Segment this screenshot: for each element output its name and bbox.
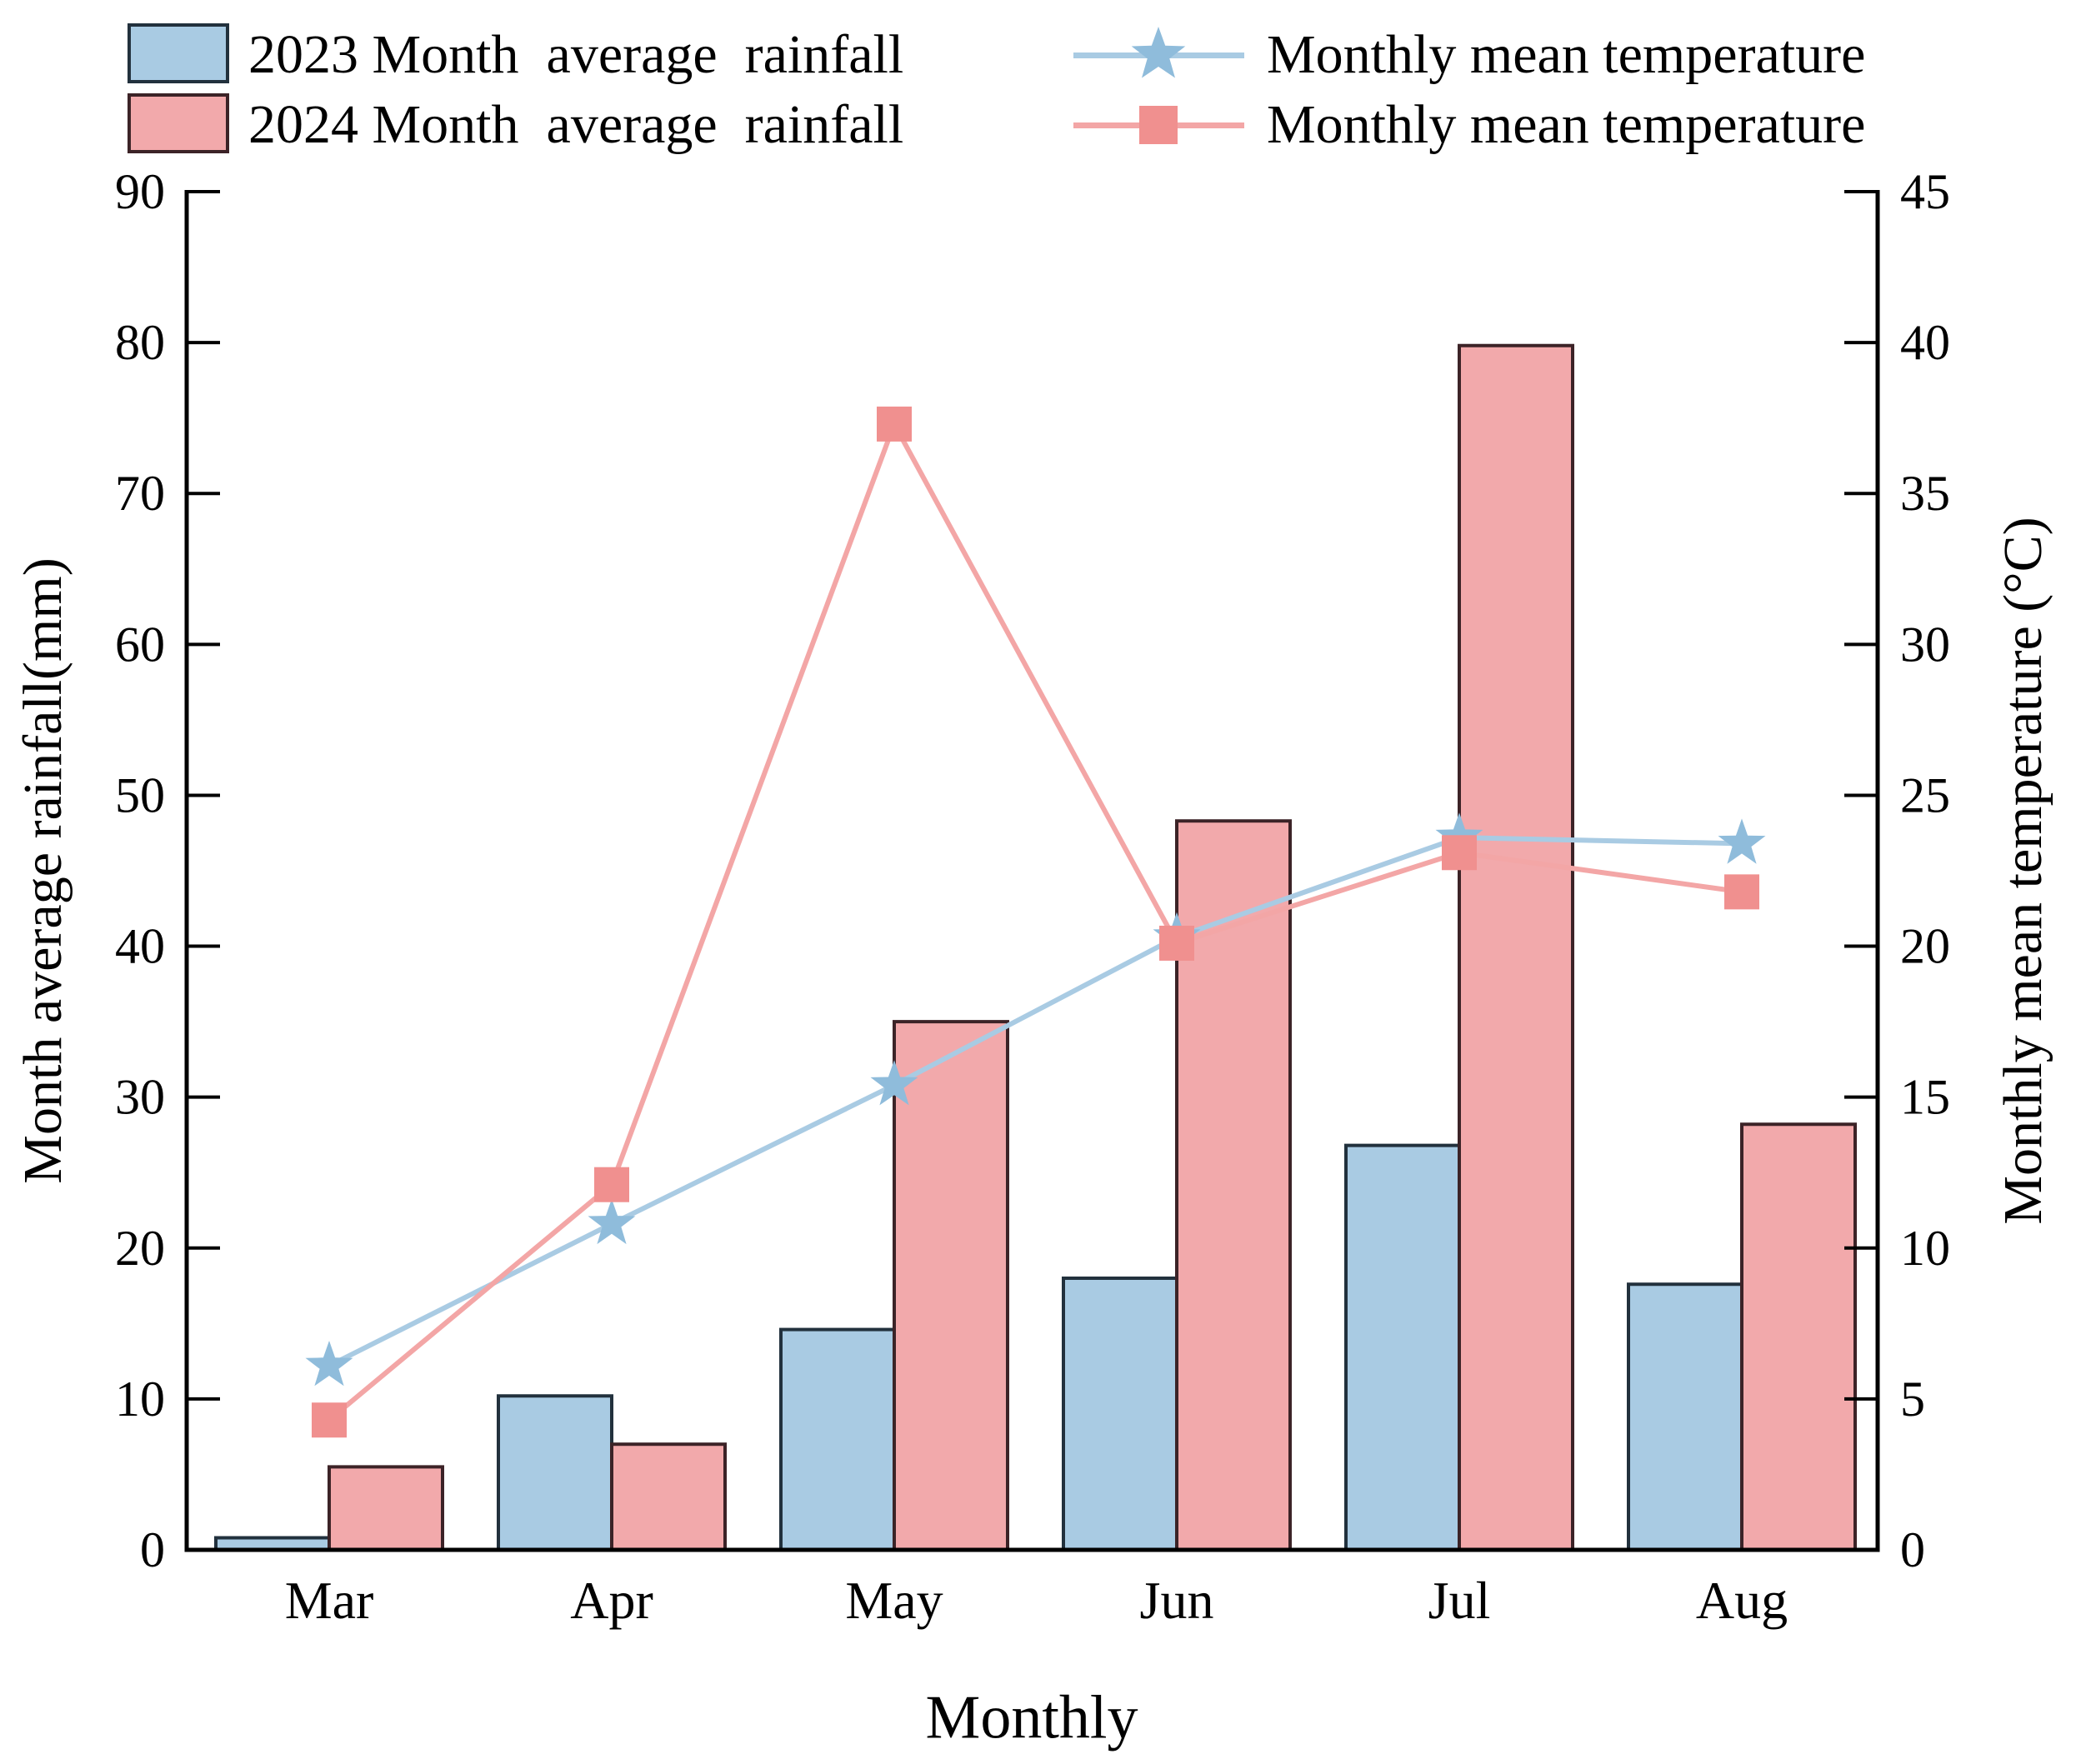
legend-swatch-2024-rainfall <box>128 93 229 153</box>
right-tick-label-0: 0 <box>1900 1522 1925 1577</box>
left-tick-label-30: 30 <box>115 1070 165 1125</box>
star-marker-2023-may <box>870 1060 918 1106</box>
right-tick-label-30: 30 <box>1900 617 1950 672</box>
left-tick-label-40: 40 <box>115 919 165 974</box>
right-axis-title: Monthly mean temperature (°C) <box>1993 517 2053 1225</box>
bar-2024-apr <box>610 1442 727 1552</box>
left-tick-label-60: 60 <box>115 617 165 672</box>
right-tick-label-35: 35 <box>1900 466 1950 521</box>
bar-2023-jul <box>1344 1143 1461 1552</box>
legend-row-2024: 2024 Month average rainfall Monthly mean… <box>0 90 2086 160</box>
temperature-line-2024 <box>328 417 1743 1422</box>
right-tick-label-5: 5 <box>1900 1372 1925 1427</box>
left-tick-label-50: 50 <box>115 767 165 822</box>
square-marker-2024-may <box>877 406 912 442</box>
bar-2024-jun <box>1175 819 1292 1552</box>
left-tick-label-10: 10 <box>115 1372 165 1427</box>
right-tick-label-40: 40 <box>1900 315 1950 370</box>
left-tick-label-70: 70 <box>115 466 165 521</box>
right-tick-label-10: 10 <box>1900 1221 1950 1276</box>
bar-2023-aug <box>1627 1282 1743 1552</box>
x-tick-label-mar: Mar <box>285 1571 374 1630</box>
bar-2024-may <box>893 1020 1009 1552</box>
left-tick-label-90: 90 <box>115 164 165 219</box>
legend-swatch-2023-rainfall <box>128 23 229 83</box>
bar-2023-apr <box>497 1394 613 1552</box>
square-marker-2024-aug <box>1724 874 1759 910</box>
x-tick-label-aug: Aug <box>1696 1571 1788 1630</box>
legend-label-2023-rainfall: 2023 Month average rainfall <box>248 24 904 85</box>
left-tick-label-20: 20 <box>115 1221 165 1276</box>
square-marker-2024-jun <box>1159 925 1194 961</box>
left-axis-title: Month average rainfall(mm) <box>13 557 73 1184</box>
right-tick-label-25: 25 <box>1900 767 1950 822</box>
square-marker-2024-apr <box>594 1167 629 1202</box>
square-marker-2024-jul <box>1442 835 1477 871</box>
square-marker-2024-mar <box>312 1402 347 1438</box>
temperature-line-2023 <box>328 835 1743 1368</box>
star-marker-2023-mar <box>305 1341 353 1387</box>
x-tick-label-jul: Jul <box>1428 1571 1491 1630</box>
x-tick-label-jun: Jun <box>1140 1571 1214 1630</box>
legend-label-2024-temperature: Monthly mean temperature <box>1267 94 1866 155</box>
right-tick-label-45: 45 <box>1900 164 1950 219</box>
x-tick-label-apr: Apr <box>570 1571 653 1630</box>
star-marker-2023-apr <box>588 1198 636 1245</box>
bar-2024-aug <box>1740 1122 1857 1552</box>
bar-2024-mar <box>328 1465 444 1552</box>
x-tick-label-may: May <box>845 1571 943 1630</box>
legend-label-2024-rainfall: 2024 Month average rainfall <box>248 94 904 155</box>
legend-label-2023-temperature: Monthly mean temperature <box>1267 24 1866 85</box>
bar-2024-jul <box>1458 343 1574 1552</box>
right-tick-label-15: 15 <box>1900 1070 1950 1125</box>
bar-2023-may <box>779 1327 896 1552</box>
star-marker-2023-aug <box>1718 818 1766 864</box>
legend-row-2023: 2023 Month average rainfall Monthly mean… <box>0 20 2086 90</box>
x-axis-title: Monthly <box>925 1683 1138 1752</box>
bar-2023-jun <box>1062 1277 1178 1552</box>
left-tick-label-80: 80 <box>115 315 165 370</box>
right-tick-label-20: 20 <box>1900 919 1950 974</box>
left-tick-label-0: 0 <box>140 1522 165 1577</box>
